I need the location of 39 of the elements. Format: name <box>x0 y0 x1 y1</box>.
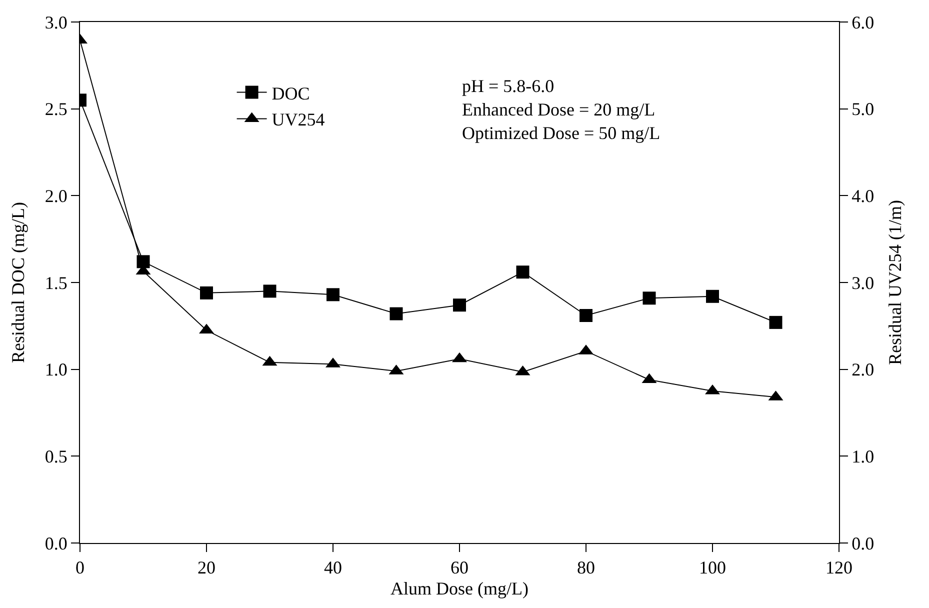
y-tick-label: 1.0 <box>44 360 68 380</box>
y2-tick-label: 1.0 <box>852 446 874 466</box>
y-tick-label: 0.5 <box>44 446 68 466</box>
y2-tick-label: 6.0 <box>852 12 874 32</box>
point <box>516 266 530 279</box>
y-tick-label: 1.5 <box>44 272 68 293</box>
x-tick-label: 0 <box>76 558 84 578</box>
point <box>326 288 340 302</box>
x-tick-label: 120 <box>826 558 852 578</box>
point <box>706 290 719 303</box>
point <box>390 307 403 320</box>
x-tick-label: 80 <box>577 558 595 578</box>
annotation: Enhanced Dose = 20 mg/L <box>462 99 656 120</box>
point <box>769 316 782 329</box>
point <box>642 292 656 305</box>
annotation: pH = 5.8-6.0 <box>462 76 554 96</box>
y-tick-label: 2.0 <box>44 186 68 206</box>
y2-tick-label: 0.0 <box>852 533 874 554</box>
y2-tick-label: 4.0 <box>852 186 874 206</box>
x-tick-label: 100 <box>699 558 726 578</box>
y2-tick-label: 2.0 <box>852 360 874 380</box>
y-tick-label: 2.5 <box>44 99 68 120</box>
point <box>580 309 592 322</box>
point <box>453 298 466 312</box>
x-tick-label: 20 <box>198 558 216 578</box>
y-tick-label: 3.0 <box>44 12 68 32</box>
y-axis-title: Residual DOC (mg/L) <box>8 202 28 363</box>
x-tick-label: 60 <box>450 558 468 578</box>
point <box>263 284 276 298</box>
y-tick-label: 0.0 <box>44 533 68 554</box>
x-tick-label: 40 <box>324 558 342 578</box>
annotation: Optimized Dose = 50 mg/L <box>462 122 660 143</box>
x-axis-title: Alum Dose (mg/L) <box>390 578 528 599</box>
y2-tick-label: 5.0 <box>852 99 874 120</box>
point <box>200 286 213 300</box>
y2-tick-label: 3.0 <box>852 272 874 293</box>
legend-label: DOC <box>272 83 310 104</box>
legend-label: UV254 <box>272 110 325 130</box>
y2-axis-title: Residual UV254 (1/m) <box>885 200 906 365</box>
